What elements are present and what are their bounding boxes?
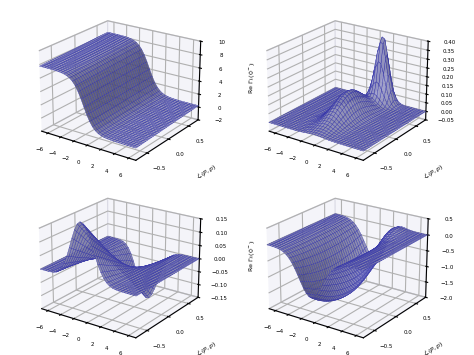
X-axis label: ln $p^2$/GeV$^2$: ln $p^2$/GeV$^2$ bbox=[273, 176, 309, 196]
Y-axis label: cos $\angle(P,p)$: cos $\angle(P,p)$ bbox=[410, 339, 446, 355]
Y-axis label: cos $\angle(P,p)$: cos $\angle(P,p)$ bbox=[183, 339, 218, 355]
Y-axis label: cos $\angle(P,p)$: cos $\angle(P,p)$ bbox=[410, 161, 446, 189]
X-axis label: ln $p^2$/GeV$^2$: ln $p^2$/GeV$^2$ bbox=[46, 176, 82, 196]
X-axis label: ln $p^2$/GeV$^2$: ln $p^2$/GeV$^2$ bbox=[273, 354, 309, 355]
X-axis label: ln $p^2$/GeV$^2$: ln $p^2$/GeV$^2$ bbox=[46, 354, 82, 355]
Y-axis label: cos $\angle(P,p)$: cos $\angle(P,p)$ bbox=[183, 161, 218, 189]
